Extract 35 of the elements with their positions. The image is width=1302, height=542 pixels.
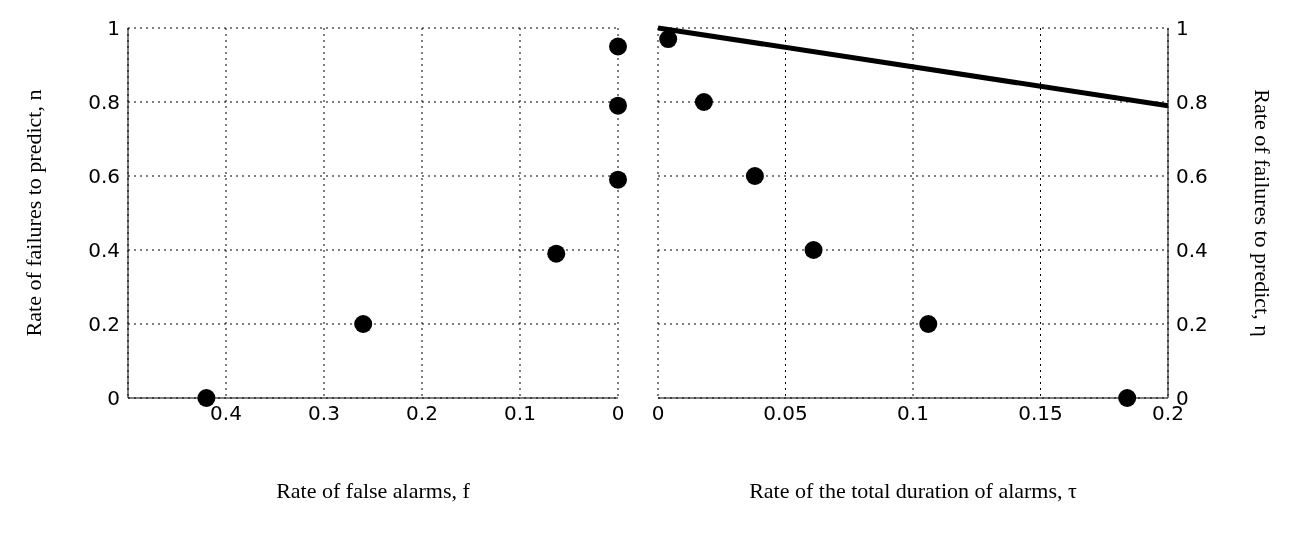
y2-tick-label: 0.6 (1176, 164, 1208, 189)
x-tick-label: 0.05 (763, 401, 808, 426)
y-tick-label: 0.8 (88, 90, 120, 115)
point (609, 96, 627, 115)
point (694, 93, 713, 111)
y-axis-title: Rate of failures to predict, n (20, 89, 46, 337)
y-tick-label: 0.4 (88, 238, 120, 263)
x-axis-title: Rate of false alarms, f (276, 478, 471, 503)
x-tick-label: 0 (651, 401, 665, 426)
point (609, 37, 627, 56)
point (804, 241, 823, 259)
x-tick-label: 0.1 (504, 401, 536, 426)
point (745, 167, 764, 185)
y-tick-label: 0.2 (88, 312, 120, 337)
point (354, 315, 373, 333)
point (659, 30, 678, 49)
point (547, 244, 566, 263)
point (919, 315, 938, 333)
y-tick-label: 1 (107, 16, 120, 41)
point (609, 170, 627, 189)
y-tick-label: 0.6 (88, 164, 120, 189)
x-tick-label: 0.2 (406, 401, 438, 426)
point (197, 389, 216, 407)
x-tick-label: 0.3 (308, 401, 340, 426)
y2-tick-label: 0.8 (1176, 90, 1208, 115)
x-tick-label: 0.4 (210, 401, 242, 426)
x-axis-title: Rate of the total duration of alarms, τ (749, 478, 1078, 503)
y2-tick-label: 1 (1176, 16, 1189, 41)
x-tick-label: 0.1 (897, 401, 929, 426)
y2-tick-label: 0.2 (1176, 312, 1208, 337)
x-tick-label: 0.15 (1018, 401, 1063, 426)
y2-tick-label: 0.4 (1176, 238, 1208, 263)
y2-axis-title: Rate of failures to predict, η (1250, 89, 1276, 337)
x-tick-label: 0 (611, 401, 625, 426)
point (1118, 389, 1137, 407)
